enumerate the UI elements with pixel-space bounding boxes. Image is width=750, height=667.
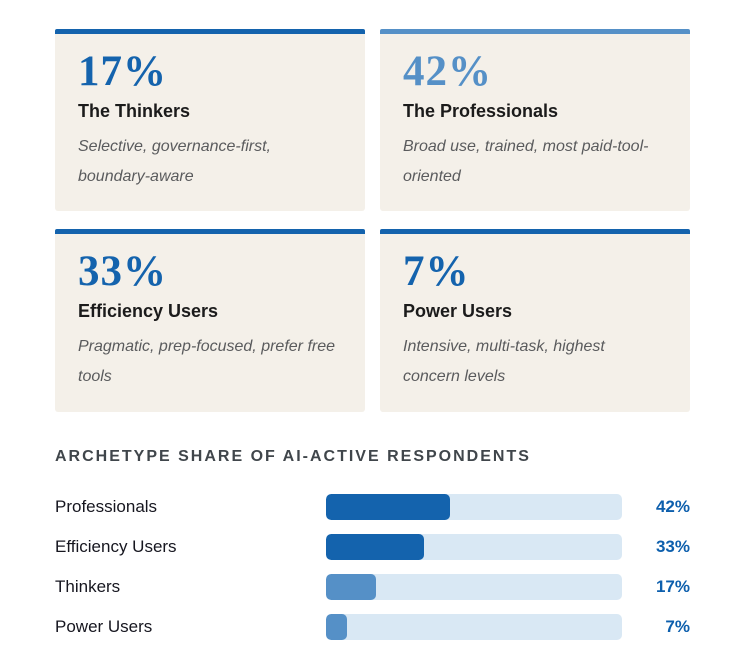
archetype-share-chart: ARCHETYPE SHARE OF AI-ACTIVE RESPONDENTS… [55, 448, 690, 640]
bar-value: 17% [655, 576, 690, 596]
card-efficiency-users-title: Efficiency Users [78, 301, 219, 322]
bar-track [326, 613, 622, 640]
chart-title: ARCHETYPE SHARE OF AI-ACTIVE RESPONDENTS [55, 447, 531, 465]
bar-row-efficiency-users: Efficiency Users 33% [55, 533, 690, 560]
card-efficiency-users: 33% Efficiency Users Pragmatic, prep-foc… [55, 229, 365, 412]
bar-label: Power Users [55, 616, 153, 636]
bar-row-professionals: Professionals 42% [55, 493, 690, 520]
bar-fill [326, 573, 377, 600]
bar-label: Professionals [55, 496, 158, 516]
bar-label: Efficiency Users [55, 536, 177, 556]
bar-fill [326, 613, 347, 640]
card-power-users-percent: 7% [403, 248, 470, 296]
bar-label: Thinkers [55, 576, 121, 596]
card-the-thinkers-description: Selective, governance-first, boundary-aw… [78, 138, 271, 185]
card-efficiency-users-description: Pragmatic, prep-focused, prefer free too… [78, 338, 336, 386]
card-efficiency-users-percent: 33% [78, 248, 167, 296]
card-the-professionals-percent: 42% [403, 48, 492, 95]
card-power-users: 7% Power Users Intensive, multi-task, hi… [380, 229, 690, 412]
card-the-professionals: 42% The Professionals Broad use, trained… [380, 29, 690, 212]
bar-row-power-users: Power Users 7% [55, 613, 690, 640]
card-power-users-title: Power Users [403, 301, 513, 322]
bar-value: 33% [655, 536, 690, 556]
bar-row-thinkers: Thinkers 17% [55, 573, 690, 600]
archetype-cards-grid: 17% The Thinkers Selective, governance-f… [55, 29, 690, 412]
bar-fill [326, 533, 424, 560]
bar-value: 42% [655, 496, 690, 516]
card-the-professionals-description: Broad use, trained, most paid-tool-orien… [403, 138, 649, 185]
card-power-users-description: Intensive, multi-task, highest concern l… [403, 338, 605, 386]
card-the-thinkers-title: The Thinkers [78, 101, 191, 122]
bar-track [326, 493, 622, 520]
card-the-professionals-title: The Professionals [403, 101, 559, 122]
card-the-thinkers-percent: 17% [78, 48, 167, 95]
bar-fill [326, 493, 451, 520]
bar-track [326, 533, 622, 560]
bar-value: 7% [665, 616, 690, 636]
card-the-thinkers: 17% The Thinkers Selective, governance-f… [55, 29, 365, 212]
bar-track [326, 573, 622, 600]
